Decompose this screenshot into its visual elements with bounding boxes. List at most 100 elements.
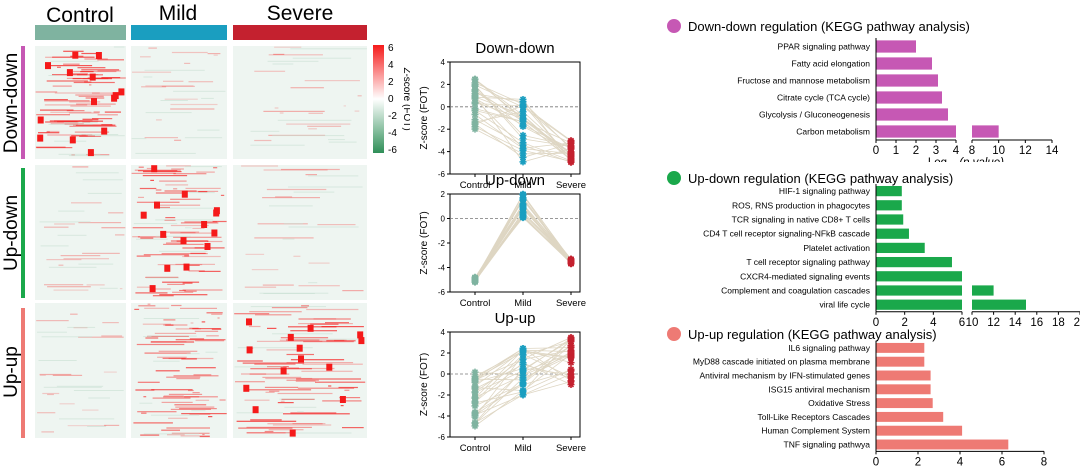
heatmap-cell <box>69 101 101 103</box>
heatmap-cell <box>159 207 214 209</box>
heatmap-cell <box>308 262 330 264</box>
heatmap-cell <box>328 141 357 143</box>
heatmap-cell-peak <box>149 285 156 293</box>
heatmap-cell-peak <box>154 201 160 209</box>
heatmap-cell <box>92 92 114 94</box>
heatmap-cell <box>82 118 99 120</box>
heatmap-cell <box>338 386 358 389</box>
bar <box>876 108 948 121</box>
heatmap-cell <box>43 386 102 388</box>
mean-point <box>520 203 526 210</box>
heatmap-panel: Control Mild Severe Down-down Up-down Up… <box>1 2 410 438</box>
heatmap-cell <box>307 125 342 127</box>
heatmap-cell <box>173 236 222 238</box>
heatmap-cell <box>68 112 100 114</box>
heatmap-cell <box>133 422 173 424</box>
heatmap-cell-peak <box>296 344 303 352</box>
heatmap-cell <box>101 335 123 337</box>
heatmap-cell <box>250 419 282 421</box>
heatmap-cell <box>136 255 151 257</box>
bar <box>876 299 962 310</box>
category-label: Complement and coagulation cascades <box>721 286 870 296</box>
group-bar-control <box>35 25 126 40</box>
heatmap-cell-peak <box>151 165 158 173</box>
heatmap-cell <box>202 433 205 436</box>
heatmap-cell <box>81 69 120 71</box>
heatmap-cell <box>340 405 344 407</box>
y-tick-label: -2 <box>438 125 446 134</box>
colorbar-tick-label: 2 <box>388 77 394 88</box>
heatmap-cell <box>235 381 265 383</box>
bar-chart-up-up: Up-up regulation (KEGG pathway analysis)… <box>667 327 1047 468</box>
heatmap-cell <box>160 100 188 101</box>
heatmap-cell <box>357 95 362 97</box>
y-tick-label: -4 <box>438 264 446 273</box>
heatmap-cell <box>54 120 99 122</box>
heatmap-cell <box>290 48 367 50</box>
heatmap-cell-peak <box>358 337 365 345</box>
heatmap-cell <box>108 212 124 214</box>
heatmap-cell <box>279 398 315 400</box>
heatmap-cell <box>250 144 305 146</box>
bar-chart-up-down: Up-down regulation (KEGG pathway analysi… <box>667 171 1080 326</box>
colorbar-tick-label: -4 <box>388 128 397 139</box>
heatmap-cell <box>172 291 194 293</box>
heatmap-cell <box>58 264 64 266</box>
data-point <box>519 351 527 359</box>
heatmap-cell <box>73 390 124 391</box>
heatmap-cell <box>188 81 214 83</box>
heatmap-cell-peak <box>246 346 253 354</box>
data-point <box>471 413 479 421</box>
heatmap-cell <box>179 289 186 292</box>
heatmap-cell <box>58 153 101 155</box>
heatmap-cell <box>63 50 84 52</box>
heatmap-cell <box>152 397 191 399</box>
heatmap-cell <box>38 132 60 134</box>
bar <box>876 228 909 239</box>
data-point <box>567 337 575 345</box>
heatmap-cell <box>181 358 197 360</box>
heatmap-cell <box>63 63 80 65</box>
heatmap-cell-peak <box>37 134 44 142</box>
heatmap-cell <box>272 333 333 335</box>
heatmap-cell <box>75 124 116 126</box>
data-point <box>471 422 479 430</box>
heatmap-cell <box>70 313 78 315</box>
heatmap-cell <box>40 245 69 247</box>
heatmap-cell <box>180 307 217 309</box>
heatmap-cell <box>165 217 176 219</box>
heatmap-cell <box>195 340 225 342</box>
heatmap-cell <box>37 331 67 333</box>
colorbar-ticks: 6 4 2 0 -2 -4 -6 <box>388 43 397 156</box>
heatmap-cell <box>308 175 359 177</box>
heatmap-cell <box>273 53 285 55</box>
heatmap-cell <box>157 264 203 266</box>
heatmap-cell <box>176 240 209 242</box>
heatmap-cell <box>166 242 186 244</box>
y-axis-label: Z-score (FOT) <box>419 353 430 416</box>
category-label: Fatty acid elongation <box>792 59 871 69</box>
bar <box>876 411 944 422</box>
heatmap-cell <box>140 434 160 436</box>
heatmap-cell <box>92 118 113 120</box>
heatmap-cell-peak <box>164 264 171 272</box>
data-point <box>567 371 575 379</box>
heatmap-cell <box>143 396 147 398</box>
heatmap-cell <box>272 63 294 65</box>
y-tick-label: -4 <box>438 412 446 421</box>
heatmap-cell <box>63 258 109 260</box>
data-point <box>567 142 575 150</box>
heatmap-cell <box>288 186 363 188</box>
heatmap-cell <box>199 435 210 438</box>
heatmap-cell <box>134 308 140 310</box>
x-tick-label: 2 <box>901 317 907 326</box>
heatmap-cell <box>283 413 350 415</box>
heatmap-cell <box>262 284 294 286</box>
heatmap-cell <box>281 168 340 171</box>
heatmap-block-bg <box>35 165 126 300</box>
category-label: Platelet activation <box>803 243 870 253</box>
heatmap-cell <box>170 224 209 227</box>
data-point <box>519 345 527 353</box>
y-axis-label: Z-score (FOT) <box>419 86 430 149</box>
heatmap-cell <box>248 325 261 328</box>
